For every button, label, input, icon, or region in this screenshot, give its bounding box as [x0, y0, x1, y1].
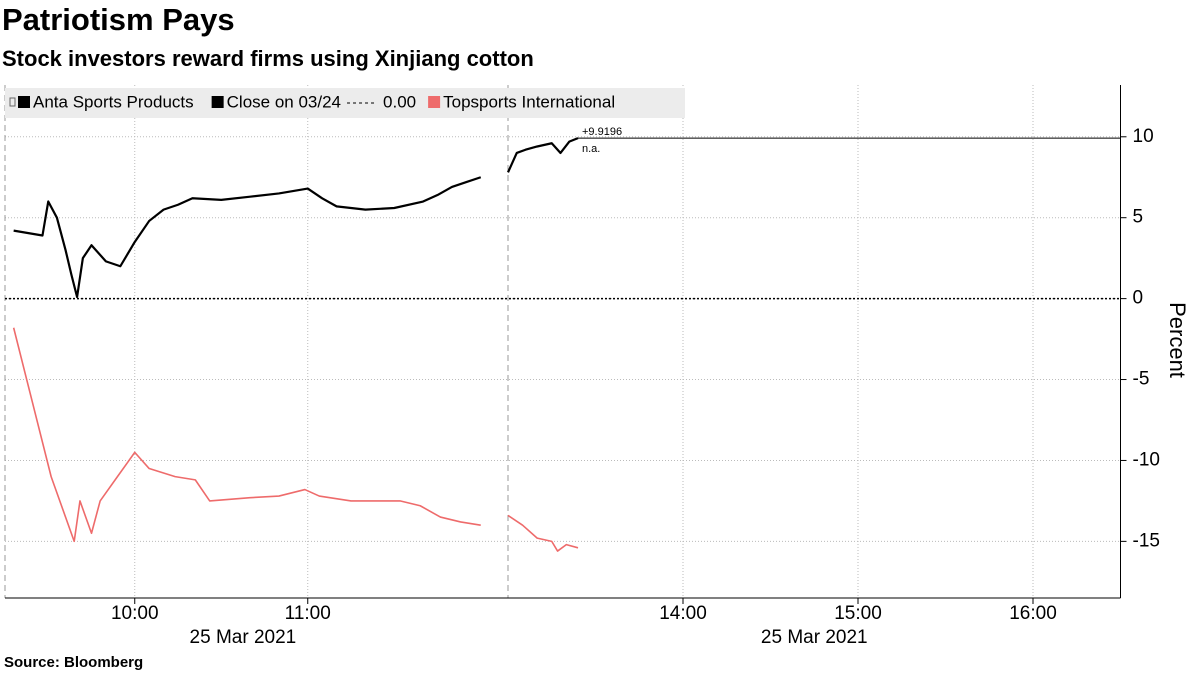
last-value-label: +9.9196: [582, 126, 622, 138]
legend-swatch: [428, 96, 441, 108]
y-tick-label: 5: [1133, 207, 1144, 228]
series-line: [507, 514, 579, 552]
y-tick-label: 0: [1133, 288, 1144, 309]
series-line: [12, 327, 481, 543]
x-date-label: 25 Mar 2021: [190, 627, 297, 648]
legend: Anta Sports Products Close on 03/24 0.00 To…: [5, 88, 685, 118]
x-tick-label: 16:00: [1009, 603, 1057, 624]
legend-value: 0.00: [383, 92, 416, 111]
y-tick-label: -5: [1133, 369, 1150, 390]
last-value-label: n.a.: [582, 143, 600, 155]
x-tick-label: 15:00: [834, 603, 882, 624]
legend-label: Close on 03/24: [227, 92, 341, 111]
series-line: [506, 137, 579, 173]
legend-label: Topsports International: [443, 92, 615, 111]
y-tick-label: -15: [1133, 530, 1160, 551]
legend-background: [5, 88, 685, 118]
x-tick-label: 10:00: [111, 603, 159, 624]
x-tick-label: 14:00: [659, 603, 707, 624]
chart-title: Patriotism Pays: [2, 2, 235, 37]
x-date-label: 25 Mar 2021: [761, 627, 868, 648]
legend-swatch: [18, 96, 30, 108]
series-line: [13, 176, 482, 299]
y-tick-label: -10: [1133, 449, 1160, 470]
source: Source: Bloomberg: [4, 654, 143, 671]
x-tick-label: 11:00: [285, 603, 331, 624]
legend-swatch: [211, 96, 224, 108]
legend-icon: [9, 97, 16, 107]
y-tick-label: 10: [1133, 126, 1154, 147]
legend-label: Anta Sports Products: [33, 92, 194, 111]
y-axis-title: Percent: [1165, 302, 1190, 378]
chart-subtitle: Stock investors reward firms using Xinji…: [2, 46, 534, 71]
